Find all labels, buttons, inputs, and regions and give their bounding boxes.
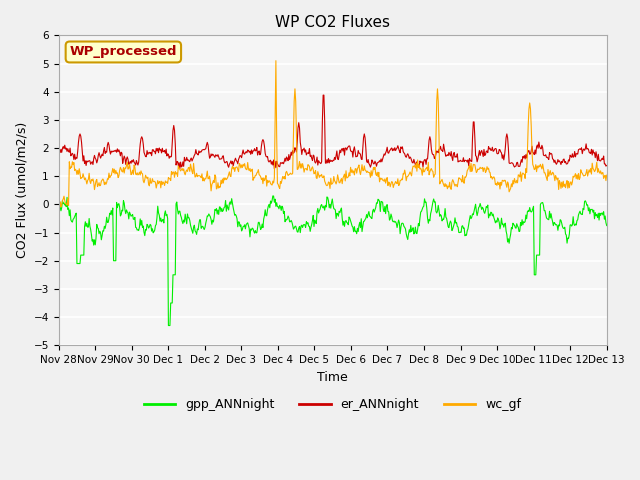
Text: WP_processed: WP_processed <box>70 46 177 59</box>
wc_gf <box>207 180 214 185</box>
wc_gf <box>122 166 129 171</box>
er_ANNnight <box>401 151 408 157</box>
gpp_ANNnight <box>603 223 611 228</box>
gpp_ANNnight <box>207 214 214 220</box>
wc_gf <box>177 167 185 173</box>
Line: er_ANNnight: er_ANNnight <box>59 95 607 169</box>
er_ANNnight <box>603 163 611 168</box>
gpp_ANNnight <box>269 193 276 199</box>
gpp_ANNnight <box>65 205 72 211</box>
Title: WP CO2 Fluxes: WP CO2 Fluxes <box>275 15 390 30</box>
Y-axis label: CO2 Flux (umol/m2/s): CO2 Flux (umol/m2/s) <box>15 122 28 258</box>
gpp_ANNnight <box>417 209 424 215</box>
er_ANNnight <box>320 92 328 98</box>
wc_gf <box>603 172 611 178</box>
wc_gf <box>417 166 424 171</box>
X-axis label: Time: Time <box>317 371 348 384</box>
Legend: gpp_ANNnight, er_ANNnight, wc_gf: gpp_ANNnight, er_ANNnight, wc_gf <box>139 394 527 417</box>
gpp_ANNnight <box>401 225 408 230</box>
wc_gf <box>65 159 73 165</box>
gpp_ANNnight <box>177 215 185 220</box>
er_ANNnight <box>65 148 72 154</box>
wc_gf <box>272 58 280 63</box>
wc_gf <box>401 167 408 173</box>
gpp_ANNnight <box>164 323 172 328</box>
gpp_ANNnight <box>55 205 63 211</box>
gpp_ANNnight <box>121 207 129 213</box>
er_ANNnight <box>207 154 214 160</box>
er_ANNnight <box>55 152 63 158</box>
er_ANNnight <box>417 159 424 165</box>
er_ANNnight <box>121 155 129 161</box>
er_ANNnight <box>177 164 185 170</box>
Line: gpp_ANNnight: gpp_ANNnight <box>59 196 607 325</box>
wc_gf <box>55 202 63 208</box>
wc_gf <box>57 204 65 210</box>
Line: wc_gf: wc_gf <box>59 60 607 207</box>
er_ANNnight <box>176 166 184 172</box>
